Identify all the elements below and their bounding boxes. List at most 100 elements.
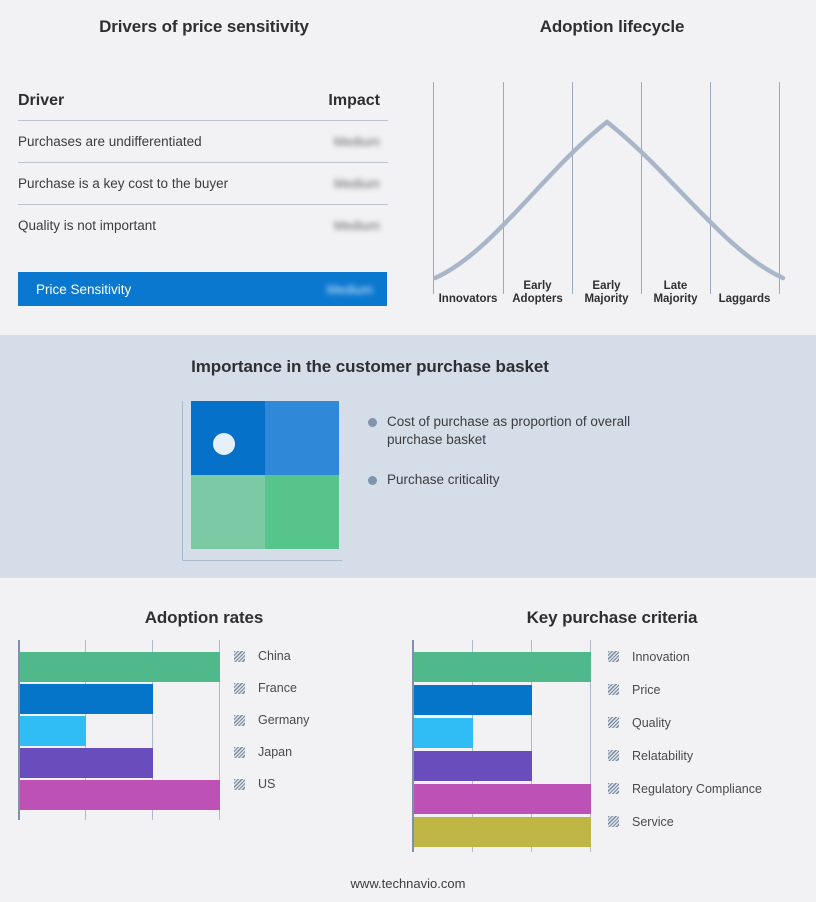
bar-japan — [20, 748, 153, 778]
legend-label-relatability: Relatability — [632, 748, 694, 763]
matrix-x-axis — [182, 560, 342, 561]
impact-value: Medium — [333, 134, 380, 149]
adoption-rates-title: Adoption rates — [144, 608, 264, 627]
key-purchase-criteria-title: Key purchase criteria — [526, 608, 698, 627]
list-item: Relatability — [608, 739, 762, 772]
legend-label-price: Price — [632, 682, 661, 697]
adoption-rates-panel: Adoption rates China France Germa — [0, 578, 408, 902]
matrix-quadrant-bottom-left — [191, 475, 265, 549]
bar-china — [20, 652, 220, 682]
lifecycle-divider — [572, 82, 573, 294]
legend-label-france: France — [258, 681, 297, 695]
hatch-swatch-icon — [234, 682, 245, 694]
importance-panel: Importance in the customer purchase bask… — [0, 335, 816, 578]
bar-price — [414, 685, 532, 715]
impact-value: Medium — [333, 176, 380, 191]
price-sensitivity-summary-row: Price Sensitivity Medium — [18, 272, 387, 306]
importance-matrix — [182, 401, 342, 561]
list-item: Price — [608, 673, 762, 706]
drivers-table: Driver Impact Purchases are undifferenti… — [18, 92, 388, 306]
legend-label-service: Service — [632, 814, 674, 829]
lifecycle-stage-late-majority: Late Majority — [653, 280, 698, 305]
drivers-panel: Drivers of price sensitivity Driver Impa… — [0, 0, 408, 335]
lifecycle-panel: Adoption lifecycle Innovators Early Adop… — [408, 0, 816, 335]
hatch-swatch-icon — [234, 778, 245, 790]
bar-us — [20, 780, 220, 810]
matrix-quadrants — [191, 401, 339, 549]
bullet-icon — [368, 476, 377, 485]
key-purchase-criteria-gridline — [531, 640, 532, 852]
lifecycle-stage-laggards: Laggards — [718, 293, 771, 305]
bar-service — [414, 817, 591, 847]
hatch-swatch-icon — [234, 650, 245, 662]
adoption-rates-gridline — [219, 640, 220, 820]
matrix-quadrant-top-right — [265, 401, 339, 475]
summary-driver-label: Price Sensitivity — [36, 281, 132, 297]
lifecycle-panel-title: Adoption lifecycle — [539, 17, 685, 36]
list-item: Japan — [234, 736, 309, 768]
table-row: Purchases are undifferentiated Medium — [18, 121, 388, 163]
summary-impact-value: Medium — [326, 281, 373, 297]
legend-label-quality: Quality — [632, 715, 671, 730]
matrix-quadrant-bottom-right — [265, 475, 339, 549]
lifecycle-divider — [433, 82, 434, 294]
hatch-swatch-icon — [234, 746, 245, 758]
hatch-swatch-icon — [608, 816, 619, 827]
hatch-swatch-icon — [608, 651, 619, 662]
bar-innovation — [414, 652, 591, 682]
driver-label: Purchase is a key cost to the buyer — [18, 176, 229, 191]
list-item: Cost of purchase as proportion of overal… — [368, 413, 668, 449]
column-header-impact: Impact — [328, 92, 380, 109]
importance-legend-label: Purchase criticality — [387, 472, 500, 487]
lifecycle-divider — [779, 82, 780, 294]
lifecycle-stage-early-majority: Early Majority — [584, 280, 629, 305]
hatch-swatch-icon — [608, 750, 619, 761]
key-purchase-criteria-y-axis — [412, 640, 414, 852]
list-item: Quality — [608, 706, 762, 739]
hatch-swatch-icon — [234, 714, 245, 726]
importance-band-background — [0, 335, 816, 578]
lifecycle-divider — [710, 82, 711, 294]
lifecycle-plot — [433, 82, 787, 294]
legend-label-us: US — [258, 777, 276, 791]
hatch-swatch-icon — [608, 783, 619, 794]
hatch-swatch-icon — [608, 684, 619, 695]
bar-france — [20, 684, 153, 714]
bar-germany — [20, 716, 86, 746]
legend-label-innovation: Innovation — [632, 649, 690, 664]
table-row: Quality is not important Medium — [18, 205, 388, 246]
column-header-driver: Driver — [18, 92, 65, 109]
drivers-panel-title: Drivers of price sensitivity — [99, 17, 309, 36]
lifecycle-stage-labels: Innovators Early Adopters Early Majority… — [433, 276, 787, 312]
list-item: China — [234, 640, 309, 672]
footer-url[interactable]: www.technavio.com — [350, 876, 466, 891]
legend-label-japan: Japan — [258, 745, 293, 759]
list-item: Regulatory Compliance — [608, 772, 762, 805]
lifecycle-divider — [503, 82, 504, 294]
lifecycle-stage-early-adopters: Early Adopters — [512, 280, 563, 305]
list-item: France — [234, 672, 309, 704]
bullet-icon — [368, 418, 377, 427]
adoption-bell-curve — [433, 119, 786, 281]
key-purchase-criteria-gridline — [590, 640, 591, 852]
legend-label-regulatory-compliance: Regulatory Compliance — [632, 781, 762, 796]
legend-label-china: China — [258, 649, 291, 663]
list-item: Purchase criticality — [368, 471, 668, 489]
key-purchase-criteria-panel: Key purchase criteria Innovation Price — [408, 578, 816, 902]
drivers-table-header: Driver Impact — [18, 92, 388, 121]
matrix-position-marker — [213, 433, 235, 455]
importance-legend: Cost of purchase as proportion of overal… — [368, 413, 668, 511]
list-item: Germany — [234, 704, 309, 736]
importance-legend-label: Cost of purchase as proportion of overal… — [387, 414, 631, 447]
hatch-swatch-icon — [608, 717, 619, 728]
key-purchase-criteria-plot — [412, 640, 592, 852]
adoption-rates-legend: China France Germany Japan US — [234, 640, 309, 800]
lifecycle-stage-innovators: Innovators — [438, 293, 498, 305]
list-item: Service — [608, 805, 762, 838]
adoption-rates-gridline — [152, 640, 153, 820]
driver-label: Quality is not important — [18, 218, 157, 233]
list-item: Innovation — [608, 640, 762, 673]
bar-regulatory-compliance — [414, 784, 591, 814]
importance-panel-title: Importance in the customer purchase bask… — [191, 357, 549, 376]
